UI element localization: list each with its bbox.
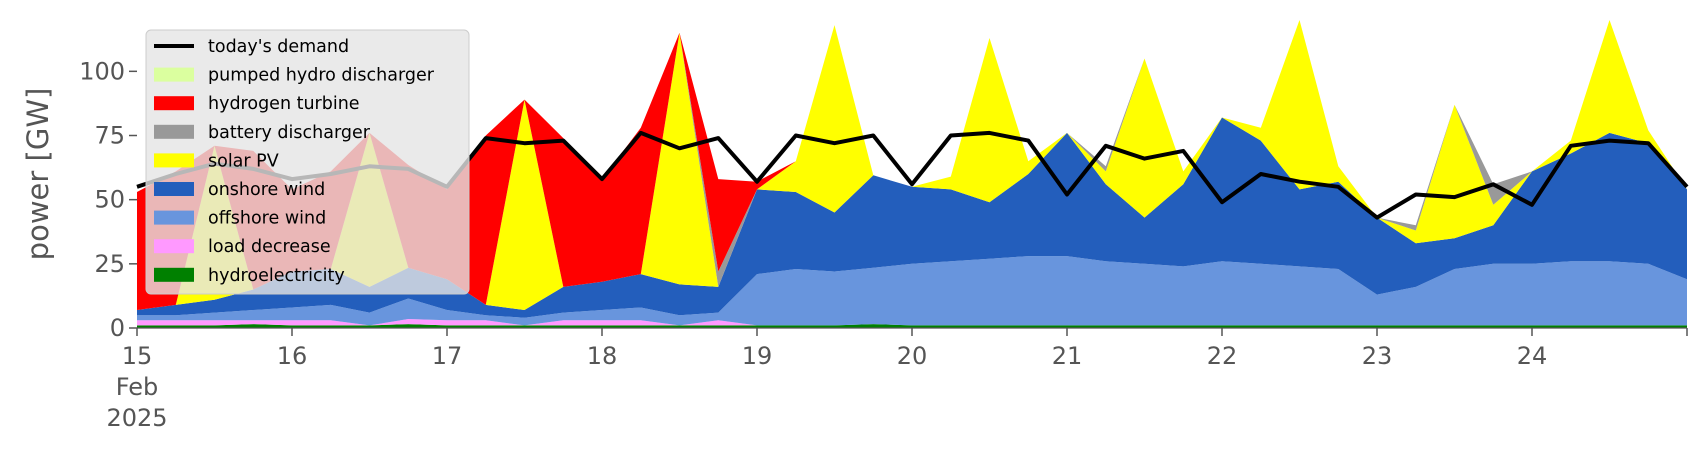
- x-tick-label: 22: [1207, 342, 1238, 370]
- y-tick-label: 0: [110, 314, 125, 342]
- x-tick-label: 21: [1052, 342, 1083, 370]
- legend-label: today's demand: [208, 37, 349, 57]
- legend-label: onshore wind: [208, 180, 325, 200]
- legend-swatch: [154, 210, 194, 225]
- y-tick-label: 100: [79, 57, 125, 85]
- x-tick-label: 24: [1517, 342, 1548, 370]
- x-tick-label: 16: [277, 342, 308, 370]
- y-tick-label: 25: [94, 250, 125, 278]
- area-solar-pv: [137, 20, 1687, 310]
- area-offshore-wind: [137, 256, 1687, 326]
- legend-label: pumped hydro discharger: [208, 66, 435, 86]
- area-hydroelectricity: [137, 324, 1687, 328]
- x-tick-label: 19: [742, 342, 773, 370]
- area-onshore-wind: [137, 117, 1687, 318]
- legend-label: battery discharger: [208, 123, 371, 143]
- x-tick-label: Feb: [116, 373, 159, 401]
- axes: 0 25 50 75 100 15 Feb 2025 16 17 18 19 20 21 22 23 24 pow…: [21, 57, 1688, 432]
- legend-swatch: [154, 67, 194, 82]
- legend-label: hydroelectricity: [208, 266, 345, 286]
- stacked-areas: [137, 20, 1687, 328]
- x-tick-label: 18: [587, 342, 618, 370]
- legend-label: solar PV: [208, 151, 279, 171]
- x-tick-label: 2025: [106, 404, 167, 432]
- y-axis-title: power [GW]: [21, 88, 55, 261]
- x-tick-label: 17: [432, 342, 463, 370]
- legend-swatch: [154, 267, 194, 282]
- area-load-decrease: [137, 319, 1687, 326]
- legend-swatch: [154, 153, 194, 168]
- legend-swatch: [154, 96, 194, 111]
- x-tick-label: 15: [122, 342, 153, 370]
- y-tick-label: 50: [94, 186, 125, 214]
- legend-swatch: [154, 182, 194, 196]
- legend-frame: [145, 29, 470, 295]
- legend-swatch: [154, 239, 194, 254]
- x-tick-label: 23: [1362, 342, 1393, 370]
- legend-label: hydrogen turbine: [208, 94, 360, 114]
- legend-swatch: [154, 124, 194, 139]
- y-tick-label: 75: [94, 122, 125, 150]
- x-tick-label: 20: [897, 342, 928, 370]
- legend: today's demand pumped hydro discharger hyd…: [145, 29, 470, 295]
- legend-label: load decrease: [208, 237, 331, 257]
- legend-label: offshore wind: [208, 209, 326, 229]
